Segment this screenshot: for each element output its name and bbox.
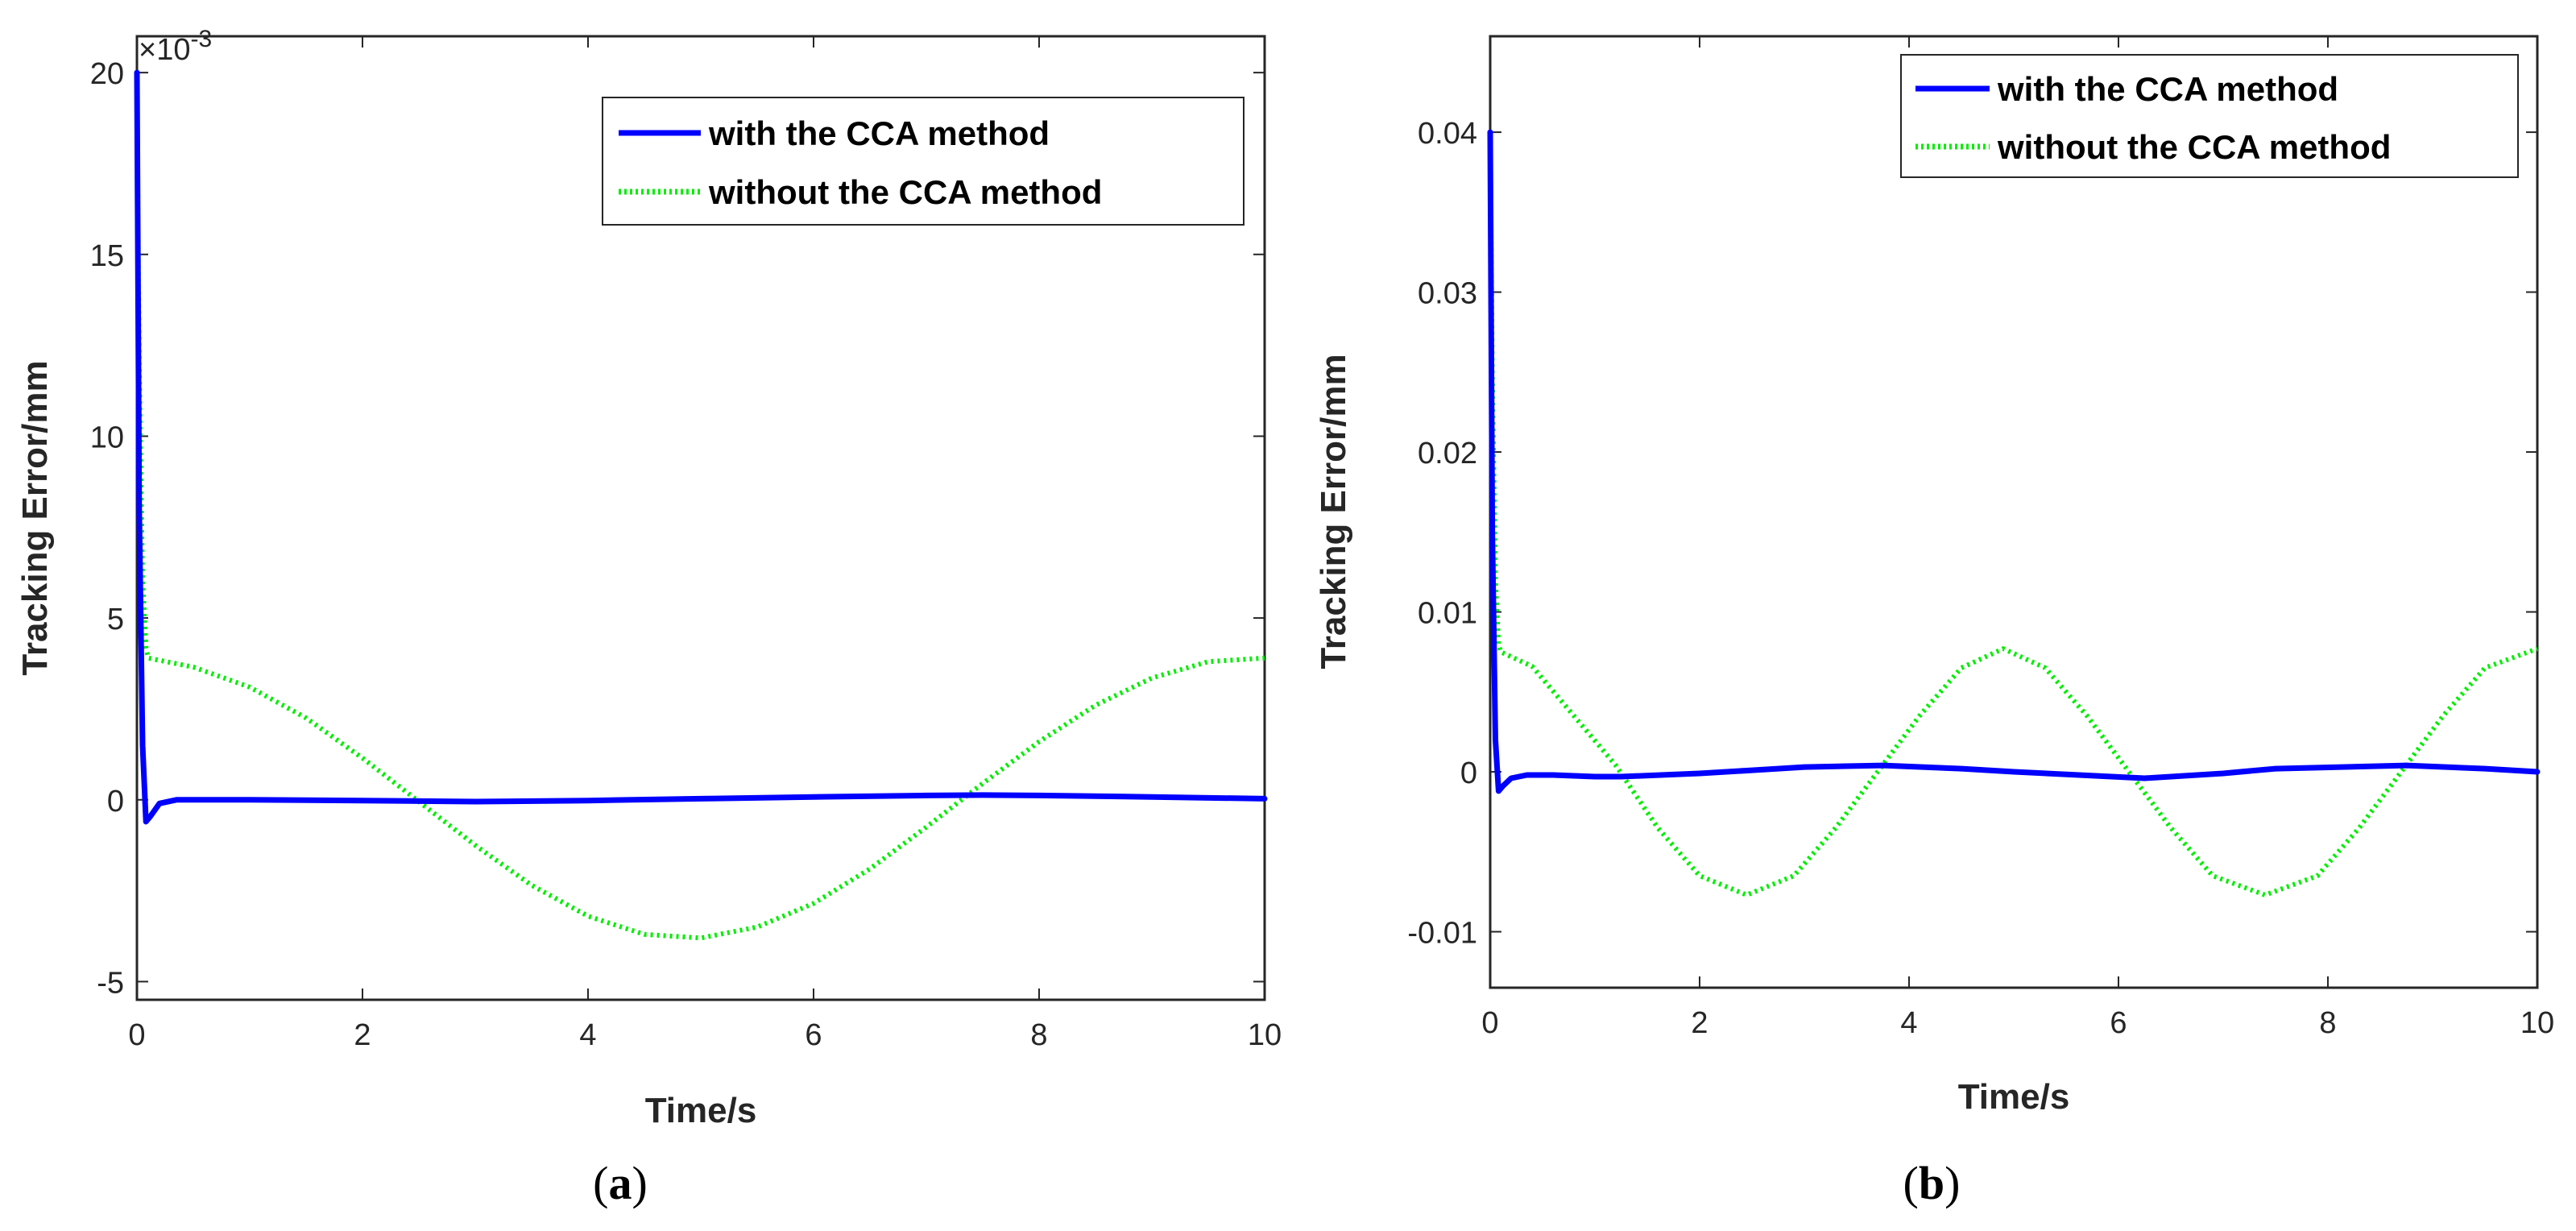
x-tick-label: 0: [128, 1018, 145, 1052]
x-tick-label: 8: [2319, 1006, 2336, 1040]
legend-label-without-b: without the CCA method: [1997, 128, 2391, 166]
y-tick-label: -0.01: [1407, 917, 1477, 951]
legend-a: with the CCA method without the CCA meth…: [602, 97, 1245, 226]
y-exponent-a: ×10-3: [139, 26, 212, 67]
y-tick-label: 0: [1460, 756, 1477, 790]
x-tick-label: 10: [1248, 1018, 1282, 1052]
x-tick-label: 0: [1481, 1006, 1498, 1040]
y-tick-label: 0: [107, 785, 124, 819]
y-axis-label-b: Tracking Error/mm: [1314, 354, 1353, 669]
caption-b: (b): [1903, 1157, 1961, 1209]
series-line-without-cca: [1488, 132, 2539, 897]
x-tick-label: 10: [2520, 1006, 2554, 1040]
y-tick-label: 10: [90, 421, 124, 454]
x-axis-label-a: Time/s: [645, 1091, 757, 1130]
legend-label-with-a: with the CCA method: [708, 114, 1050, 152]
legend-box-b: [1900, 54, 2519, 178]
y-tick-label: -5: [97, 966, 124, 1000]
series-lines-b: [1487, 129, 2541, 897]
x-ticks-b: 0 2 4 6 8 10: [1481, 36, 2554, 1040]
y-axis-label-a: Tracking Error/mm: [15, 360, 55, 675]
legend-label-with-b: with the CCA method: [1997, 70, 2338, 108]
series-line-with-cca: [1487, 129, 2541, 794]
x-tick-label: 4: [579, 1018, 596, 1052]
caption-a: (a): [593, 1157, 648, 1209]
y-ticks-a: -5 0 5 10 15 20: [90, 57, 1265, 1000]
y-tick-label: 15: [90, 239, 124, 273]
series-line-with-cca: [134, 69, 1268, 825]
x-axis-label-b: Time/s: [1958, 1077, 2070, 1117]
x-ticks-a: 0 2 4 6 8 10: [128, 36, 1282, 1052]
plot-area-b: [1489, 35, 2539, 989]
series-lines-a: [134, 69, 1268, 941]
x-tick-label: 6: [805, 1018, 822, 1052]
y-tick-label: 0.04: [1418, 117, 1477, 151]
x-tick-label: 6: [2110, 1006, 2127, 1040]
legend-label-without-a: without the CCA method: [708, 173, 1102, 211]
y-tick-label: 20: [90, 57, 124, 91]
x-tick-label: 2: [1691, 1006, 1708, 1040]
y-tick-label: 0.03: [1418, 277, 1477, 311]
legend-b: with the CCA method without the CCA meth…: [1900, 54, 2519, 178]
legend-box-a: [602, 97, 1245, 226]
y-tick-label: 0.02: [1418, 437, 1477, 470]
y-tick-label: 0.01: [1418, 597, 1477, 631]
chart-panel-b: 0 2 4 6 8 10 -0.01 0 0.01 0.02 0.03 0.04 Time/s Tr…: [1314, 35, 2554, 1209]
series-line-without-cca: [135, 73, 1265, 941]
y-tick-label: 5: [107, 603, 124, 636]
x-tick-label: 8: [1030, 1018, 1047, 1052]
x-tick-label: 2: [354, 1018, 371, 1052]
x-tick-label: 4: [1900, 1006, 1917, 1040]
